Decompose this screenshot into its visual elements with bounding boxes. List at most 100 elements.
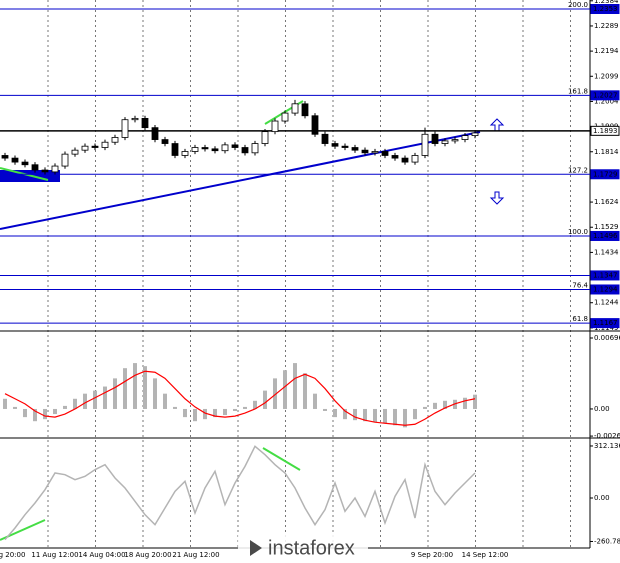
watermark-text: instaforex bbox=[268, 537, 355, 559]
macd-bar bbox=[53, 408, 57, 415]
candle-body bbox=[371, 151, 379, 154]
x-tick-label: g 20:00 bbox=[0, 551, 25, 559]
macd-bar bbox=[383, 408, 387, 424]
macd-bar bbox=[403, 408, 407, 428]
macd-bar bbox=[353, 408, 357, 421]
candle-body bbox=[401, 157, 409, 163]
y-tick-label: 1.2194 bbox=[594, 47, 619, 55]
candle-body bbox=[281, 112, 289, 122]
macd-bar bbox=[73, 398, 77, 409]
macd-bar bbox=[293, 363, 297, 409]
candle-body bbox=[381, 151, 389, 156]
macd-bar bbox=[273, 378, 277, 409]
candle-body bbox=[111, 137, 119, 143]
y-tick-label: 1.2099 bbox=[594, 72, 619, 80]
candle-body bbox=[351, 147, 359, 151]
candle-body bbox=[51, 165, 59, 173]
candle-body bbox=[71, 149, 79, 155]
y-tick-label: 1.2004 bbox=[594, 97, 619, 105]
x-tick-label: 14 Aug 04:00 bbox=[78, 551, 125, 559]
candle-body bbox=[171, 143, 179, 156]
macd-bar bbox=[23, 408, 27, 418]
candle-body bbox=[291, 103, 299, 114]
macd-bar bbox=[303, 373, 307, 409]
candle-body bbox=[421, 133, 429, 156]
macd-bar bbox=[283, 370, 287, 409]
x-tick-label: 11 Aug 12:00 bbox=[31, 551, 78, 559]
candle-body bbox=[201, 147, 209, 150]
level-name: 61.8 bbox=[572, 315, 588, 323]
macd-bar bbox=[393, 408, 397, 426]
candle-body bbox=[131, 117, 139, 121]
candle-body bbox=[441, 140, 449, 144]
price-box bbox=[590, 169, 620, 180]
y-tick-label: 1.2384 bbox=[594, 0, 619, 5]
y-tick-label: 1.1624 bbox=[594, 198, 619, 206]
candle-body bbox=[451, 139, 459, 142]
macd-bar bbox=[193, 408, 197, 422]
candle-body bbox=[231, 144, 239, 148]
watermark: instaforex bbox=[238, 533, 368, 563]
macd-bar bbox=[313, 393, 317, 409]
macd-bar bbox=[333, 408, 337, 418]
candle-body bbox=[411, 155, 419, 163]
price-box-label: 1.1496 bbox=[593, 232, 618, 240]
candle-body bbox=[341, 145, 349, 148]
candle-body bbox=[141, 117, 149, 129]
y-tick-label: 0.00 bbox=[594, 494, 610, 502]
price-box bbox=[590, 318, 620, 329]
candle-body bbox=[21, 161, 29, 166]
candle-body bbox=[301, 103, 309, 117]
trend-line bbox=[0, 131, 481, 230]
macd-bar bbox=[413, 408, 417, 420]
macd-bar bbox=[443, 400, 447, 409]
macd-bar bbox=[213, 408, 217, 418]
macd-bar bbox=[423, 406, 427, 409]
price-box bbox=[590, 284, 620, 295]
macd-bar bbox=[323, 408, 327, 411]
macd-bar bbox=[363, 408, 367, 422]
candle-body bbox=[361, 149, 369, 154]
macd-bar bbox=[253, 400, 257, 409]
level-name: 127.2 bbox=[568, 166, 588, 174]
y-tick-label: 0.00696 bbox=[594, 334, 620, 342]
candle-body bbox=[191, 147, 199, 152]
candle-body bbox=[431, 133, 439, 144]
macd-bar bbox=[143, 366, 147, 409]
y-tick-label: 312.1363 bbox=[594, 442, 620, 450]
macd-bar bbox=[133, 363, 137, 409]
candle-body bbox=[331, 143, 339, 147]
y-tick-label: 1.2289 bbox=[594, 22, 619, 30]
grid bbox=[47, 0, 571, 548]
candle-body bbox=[1, 155, 9, 159]
x-tick-label: 21 Aug 12:00 bbox=[172, 551, 219, 559]
candle-body bbox=[471, 132, 479, 137]
macd-bar bbox=[163, 393, 167, 409]
price-box bbox=[590, 4, 620, 15]
macd-bar bbox=[223, 408, 227, 416]
level-name: 76.4 bbox=[572, 281, 588, 289]
macd-bar bbox=[113, 378, 117, 409]
candle-body bbox=[221, 144, 229, 152]
macd-bar bbox=[473, 394, 477, 409]
y-tick-label: 1.1814 bbox=[594, 148, 619, 156]
candle-body bbox=[121, 119, 129, 138]
candle-body bbox=[211, 148, 219, 152]
macd-bar bbox=[103, 386, 107, 409]
candle-body bbox=[41, 169, 49, 173]
candle-body bbox=[271, 120, 279, 133]
level-name: 161.8 bbox=[568, 87, 588, 95]
price-box bbox=[590, 90, 620, 101]
y-tick-label: 1.1434 bbox=[594, 248, 619, 256]
candle-body bbox=[391, 155, 399, 159]
macd-bar bbox=[83, 393, 87, 409]
signal-line bbox=[4, 370, 476, 426]
level-name: 100.0 bbox=[568, 228, 588, 236]
candle-body bbox=[241, 147, 249, 154]
macd-bar bbox=[183, 408, 187, 418]
candle-body bbox=[91, 145, 99, 148]
x-tick-label: 9 Sep 20:00 bbox=[411, 551, 453, 559]
price-box bbox=[590, 230, 620, 241]
candle-body bbox=[101, 141, 109, 148]
